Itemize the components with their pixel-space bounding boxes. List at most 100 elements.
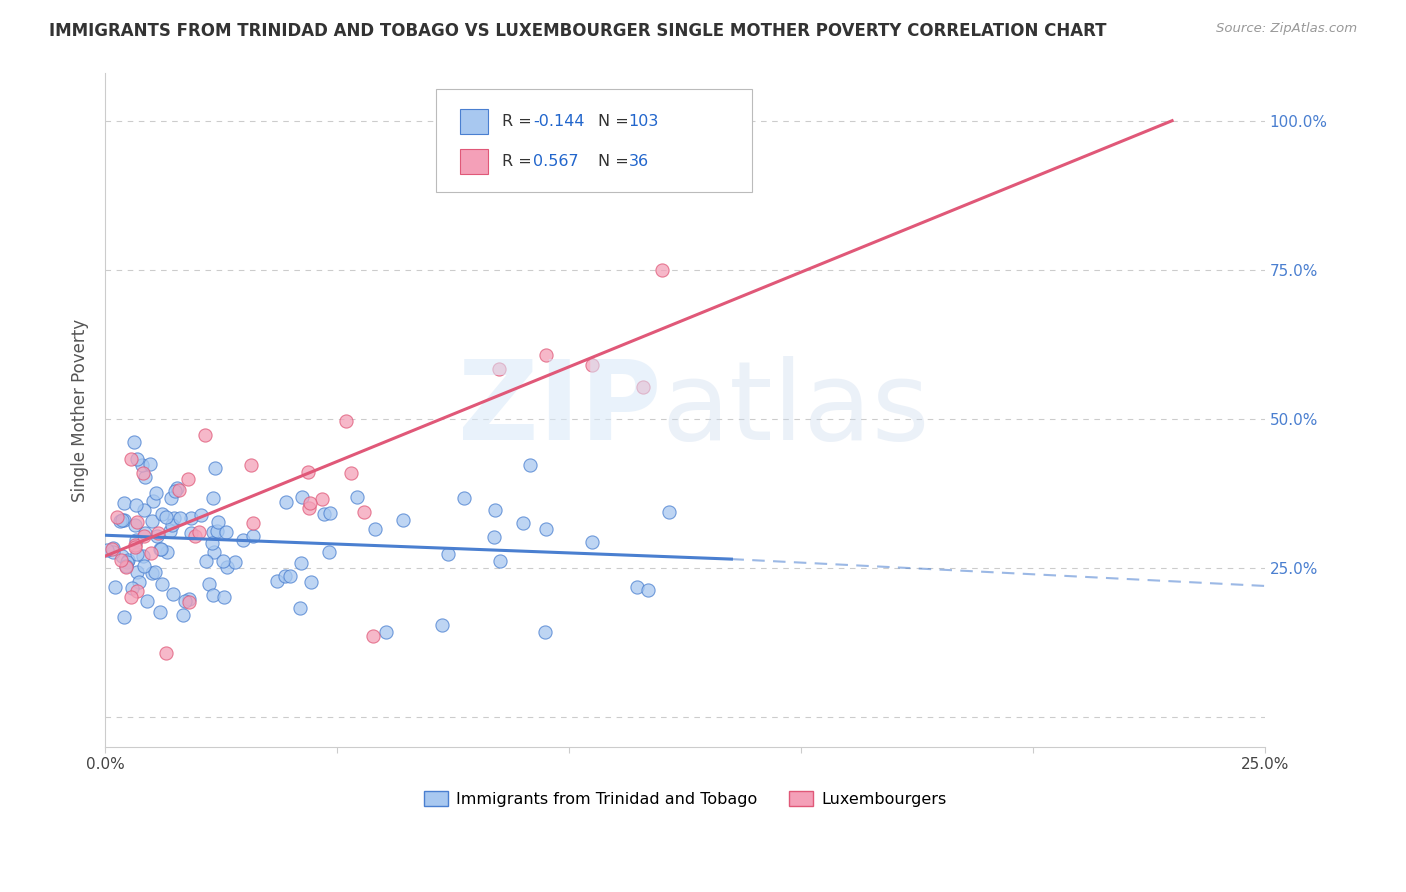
- Point: [201, 491, 224, 506]
- Point: [278, 569, 301, 583]
- Point: [155, 647, 177, 661]
- Point: [484, 503, 506, 517]
- Point: [124, 498, 146, 512]
- Point: [167, 483, 190, 498]
- Point: [179, 595, 201, 609]
- Point: [150, 577, 173, 591]
- Point: [105, 509, 128, 524]
- Point: [519, 458, 541, 473]
- Legend: Immigrants from Trinidad and Tobago, Luxembourgers: Immigrants from Trinidad and Tobago, Lux…: [418, 784, 953, 814]
- Point: [111, 513, 134, 527]
- Text: 0.567: 0.567: [533, 153, 578, 169]
- Point: [291, 490, 314, 504]
- Point: [169, 511, 191, 525]
- Point: [128, 574, 150, 589]
- Point: [437, 547, 460, 561]
- Point: [132, 503, 155, 517]
- Text: IMMIGRANTS FROM TRINIDAD AND TOBAGO VS LUXEMBOURGER SINGLE MOTHER POVERTY CORREL: IMMIGRANTS FROM TRINIDAD AND TOBAGO VS L…: [49, 22, 1107, 40]
- Point: [361, 629, 384, 643]
- Point: [150, 507, 173, 521]
- Point: [132, 528, 155, 542]
- Text: N =: N =: [598, 153, 634, 169]
- Point: [274, 569, 297, 583]
- Point: [198, 577, 221, 591]
- Point: [215, 560, 238, 574]
- Point: [127, 548, 149, 562]
- Point: [266, 574, 288, 588]
- Point: [112, 610, 135, 624]
- Point: [124, 538, 146, 552]
- Point: [146, 529, 169, 543]
- Point: [581, 535, 603, 549]
- Point: [148, 526, 170, 541]
- Text: 36: 36: [628, 153, 648, 169]
- Point: [453, 491, 475, 505]
- Point: [139, 546, 162, 560]
- Point: [242, 516, 264, 530]
- Point: [488, 361, 510, 376]
- Point: [314, 508, 336, 522]
- Point: [163, 510, 186, 524]
- Point: [125, 451, 148, 466]
- Point: [125, 565, 148, 579]
- Point: [211, 554, 233, 568]
- Point: [134, 470, 156, 484]
- Point: [174, 594, 197, 608]
- Point: [160, 518, 183, 533]
- Point: [96, 543, 118, 558]
- Point: [125, 516, 148, 530]
- Point: [202, 588, 225, 602]
- Point: [104, 580, 127, 594]
- Point: [117, 553, 139, 567]
- Point: [141, 515, 163, 529]
- Point: [149, 605, 172, 619]
- Point: [201, 536, 224, 550]
- Point: [299, 575, 322, 590]
- Point: [375, 624, 398, 639]
- Point: [482, 531, 505, 545]
- Point: [242, 529, 264, 543]
- Text: -0.144: -0.144: [533, 114, 585, 129]
- Point: [131, 458, 153, 472]
- Point: [346, 491, 368, 505]
- Point: [432, 618, 454, 632]
- Text: R =: R =: [502, 114, 537, 129]
- Point: [536, 522, 558, 536]
- Point: [112, 496, 135, 510]
- Point: [637, 582, 659, 597]
- Point: [101, 541, 124, 555]
- Point: [626, 580, 648, 594]
- Point: [339, 466, 361, 480]
- Point: [488, 554, 510, 568]
- Point: [363, 523, 385, 537]
- Text: N =: N =: [598, 114, 634, 129]
- Point: [149, 541, 172, 556]
- Point: [156, 545, 179, 559]
- Point: [143, 565, 166, 579]
- Point: [110, 553, 132, 567]
- Point: [121, 581, 143, 595]
- Point: [201, 524, 224, 539]
- Point: [224, 555, 246, 569]
- Point: [290, 556, 312, 570]
- Point: [180, 511, 202, 525]
- Point: [177, 472, 200, 486]
- Point: [290, 600, 312, 615]
- Point: [533, 624, 555, 639]
- Point: [135, 594, 157, 608]
- Point: [194, 554, 217, 568]
- Point: [163, 484, 186, 499]
- Point: [132, 466, 155, 480]
- Point: [125, 584, 148, 599]
- Point: [120, 590, 142, 604]
- Point: [204, 460, 226, 475]
- Point: [111, 549, 134, 563]
- Point: [631, 380, 654, 394]
- Point: [166, 481, 188, 495]
- Point: [207, 516, 229, 530]
- Point: [658, 504, 681, 518]
- Text: R =: R =: [502, 153, 537, 169]
- Point: [180, 526, 202, 541]
- Point: [124, 517, 146, 532]
- Point: [512, 516, 534, 531]
